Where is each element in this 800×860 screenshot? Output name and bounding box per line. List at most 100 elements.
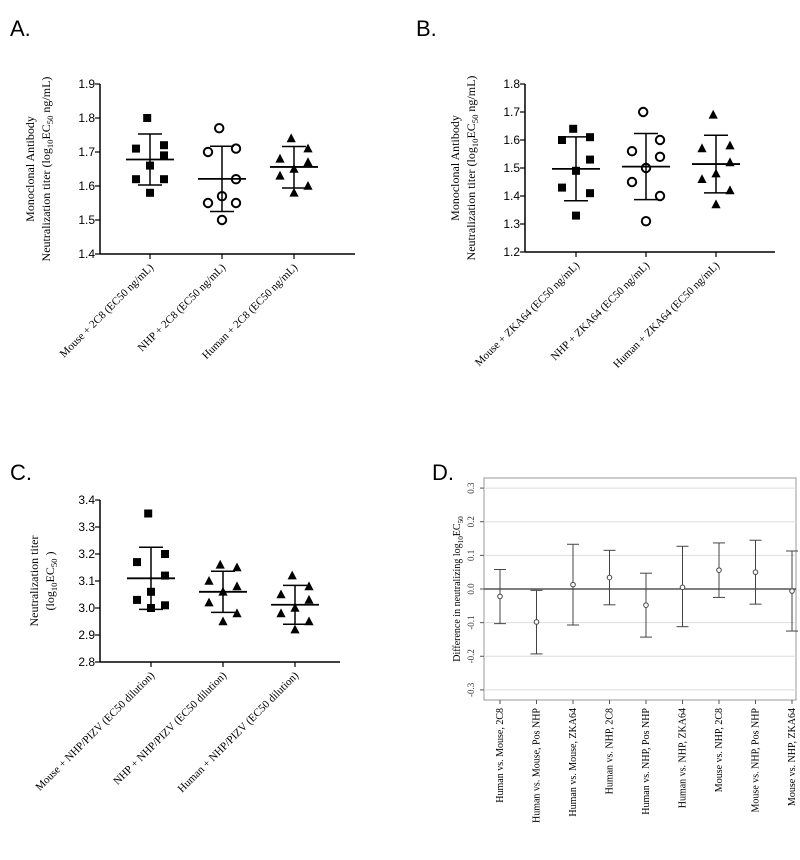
y-tick-label: 0.0 bbox=[466, 583, 476, 595]
category-label: Human vs. Mouse, ZKA64 bbox=[568, 708, 579, 817]
data-point bbox=[303, 157, 313, 166]
data-point bbox=[304, 581, 314, 591]
y-tick-label: 3.0 bbox=[78, 601, 95, 615]
point-estimate bbox=[570, 581, 576, 588]
data-point bbox=[160, 151, 168, 160]
data-point bbox=[586, 133, 594, 142]
category-label: Mouse vs. NHP, Pos NHP bbox=[751, 708, 762, 813]
data-point bbox=[708, 109, 718, 119]
panel-d: D. -0.3 -0.2 -0.1 0.0 0.1 0.2 0.3 Difference in … bbox=[432, 460, 798, 823]
y-tick-label: 1.5 bbox=[78, 213, 95, 227]
data-point bbox=[303, 143, 313, 153]
y-tick-label: 1.8 bbox=[78, 111, 95, 125]
data-point bbox=[202, 197, 214, 209]
y-tick-label: -0.3 bbox=[466, 682, 476, 697]
panel-label: B. bbox=[416, 16, 437, 41]
y-axis-title: Neutralization titer bbox=[27, 536, 41, 627]
point-estimate bbox=[752, 569, 759, 575]
y-tick-label: 1.3 bbox=[503, 217, 520, 231]
y-tick-label: 1.6 bbox=[503, 133, 520, 147]
y-axis-title: Monoclonal Antibody bbox=[23, 116, 37, 222]
data-point bbox=[146, 188, 154, 197]
panel-b: B. 1.2 1.3 1.4 1.5 1.6 1.7 1.8 Monoclonal Antibo… bbox=[416, 16, 775, 371]
data-point bbox=[654, 151, 666, 163]
category-label: NHP + NHP/PIZV (EC50 dilution) bbox=[111, 669, 229, 787]
y-tick-label: 1.5 bbox=[503, 161, 520, 175]
data-point bbox=[202, 146, 214, 158]
data-point bbox=[290, 624, 300, 634]
y-tick-label: 0.2 bbox=[466, 516, 476, 527]
y-axis-title: Difference in neutralizing log10EC50 bbox=[452, 516, 465, 662]
data-point bbox=[160, 175, 168, 184]
y-tick-label: -0.1 bbox=[466, 616, 476, 630]
data-point bbox=[586, 155, 594, 164]
data-point bbox=[204, 597, 214, 607]
panel-a: A. 1.4 1.5 1.6 1.7 1.8 1.9 Monoclonal Antibody N… bbox=[10, 16, 355, 362]
y-tick-label: 1.8 bbox=[503, 77, 520, 91]
point-estimate bbox=[497, 593, 503, 600]
data-point bbox=[304, 594, 314, 604]
data-point bbox=[640, 216, 652, 227]
y-tick-label: 1.4 bbox=[78, 247, 95, 261]
data-point bbox=[161, 601, 169, 610]
panel-label: D. bbox=[432, 460, 454, 485]
data-point bbox=[725, 140, 735, 150]
data-point bbox=[626, 146, 638, 157]
point-estimate bbox=[606, 574, 613, 581]
y-tick-label: 0.1 bbox=[466, 550, 476, 561]
y-tick-label: 1.4 bbox=[503, 189, 520, 203]
data-point bbox=[569, 124, 578, 133]
y-tick-label: 1.6 bbox=[78, 179, 95, 193]
point-estimate bbox=[716, 567, 722, 573]
data-point bbox=[215, 559, 225, 569]
data-point bbox=[275, 153, 285, 163]
point-estimate bbox=[643, 602, 649, 608]
data-point bbox=[725, 185, 735, 195]
y-tick-label: -0.2 bbox=[466, 649, 476, 663]
y-tick-label: 2.9 bbox=[78, 628, 95, 642]
y-tick-label: 1.2 bbox=[503, 245, 520, 259]
data-point bbox=[133, 558, 141, 567]
data-point bbox=[286, 133, 296, 143]
data-point bbox=[586, 189, 594, 198]
data-point bbox=[638, 106, 649, 118]
data-point bbox=[304, 616, 314, 626]
category-label: Human vs. NHP, 2C8 bbox=[605, 708, 616, 794]
category-label: Mouse + NHP/PIZV (EC50 dilution) bbox=[33, 669, 157, 793]
data-point bbox=[214, 123, 225, 134]
data-point bbox=[232, 581, 242, 591]
point-estimate bbox=[789, 588, 795, 594]
y-tick-label: 1.7 bbox=[78, 145, 95, 159]
category-label: Mouse vs. NHP, ZKA64 bbox=[787, 708, 798, 806]
data-point bbox=[558, 183, 566, 192]
category-label: Human + NHP/PIZV (EC50 dilution) bbox=[176, 669, 302, 795]
data-point bbox=[711, 199, 721, 209]
data-point bbox=[276, 589, 286, 599]
category-label: Human vs. Mouse, Pos NHP bbox=[532, 708, 543, 823]
category-label: Mouse vs. NHP, 2C8 bbox=[714, 708, 725, 792]
panel-label: C. bbox=[10, 460, 32, 485]
data-point bbox=[216, 214, 228, 226]
data-point bbox=[161, 571, 169, 580]
y-axis-title: Monoclonal Antibody bbox=[448, 115, 462, 221]
point-estimate bbox=[679, 584, 686, 591]
data-point bbox=[132, 175, 140, 184]
y-axis-title: (log10EC50 ) bbox=[43, 552, 59, 611]
panel-c: C. 2.8 2.9 3.0 3.1 3.2 3.3 3.4 Neutralization ti… bbox=[10, 460, 340, 795]
data-point bbox=[143, 114, 152, 122]
y-tick-label: 1.9 bbox=[78, 77, 95, 91]
category-label: Human vs. NHP, ZKA64 bbox=[678, 708, 689, 808]
data-point bbox=[654, 190, 666, 202]
data-point bbox=[287, 570, 297, 580]
data-point bbox=[144, 509, 153, 518]
data-point bbox=[133, 595, 141, 604]
y-tick-label: 0.3 bbox=[466, 482, 476, 494]
data-point bbox=[289, 187, 299, 197]
y-tick-label: 3.1 bbox=[78, 574, 95, 588]
data-point bbox=[230, 197, 242, 209]
category-label: Human vs. NHP, Pos NHP bbox=[641, 708, 652, 815]
data-point bbox=[232, 608, 242, 618]
y-tick-label: 3.3 bbox=[78, 520, 95, 534]
data-point bbox=[572, 211, 580, 220]
